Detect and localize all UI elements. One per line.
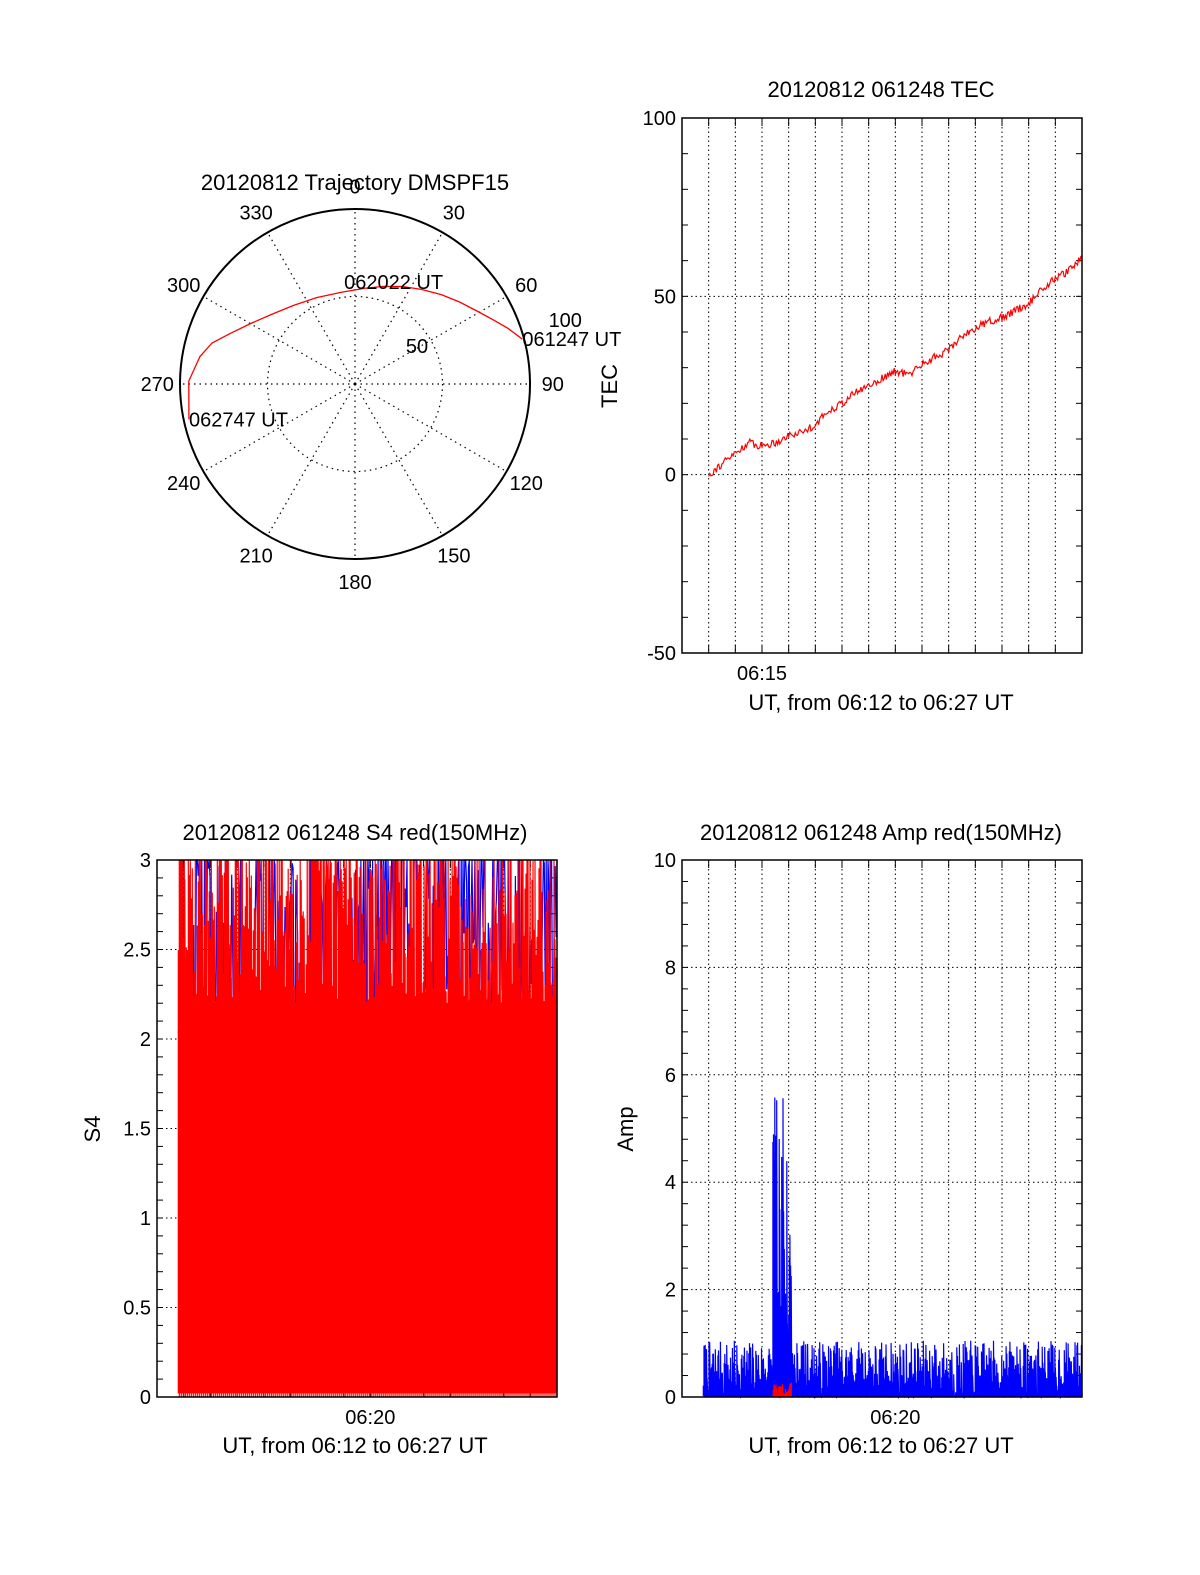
s4-ylabel: S4 [80, 1116, 105, 1143]
polar-angle-label: 150 [437, 545, 470, 567]
polar-grid [179, 208, 531, 560]
amp-title: 20120812 061248 Amp red(150MHz) [700, 820, 1062, 845]
tec-xlabel: UT, from 06:12 to 06:27 UT [748, 690, 1013, 715]
series-line [772, 1382, 792, 1399]
s4-title: 20120812 061248 S4 red(150MHz) [183, 820, 528, 845]
polar-outer-circle [179, 208, 531, 560]
y-tick-label: 6 [665, 1065, 676, 1087]
series-line [702, 1097, 1083, 1400]
y-tick-label: 0 [140, 1387, 151, 1409]
polar-angle-label: 60 [515, 275, 537, 297]
amp-xlabel: UT, from 06:12 to 06:27 UT [748, 1433, 1013, 1458]
polar-angle-label: 330 [239, 203, 272, 225]
y-tick-label: 0 [665, 465, 676, 487]
y-tick-label: -50 [647, 643, 676, 665]
trajectory-line [188, 285, 523, 420]
y-tick-label: 2 [665, 1280, 676, 1302]
y-tick-label: 3 [140, 850, 151, 872]
trajectory-track [188, 285, 523, 420]
polar-angle-label: 210 [239, 545, 272, 567]
tec-plot: 20120812 061248 TEC TEC UT, from 06:12 t… [597, 77, 1083, 715]
y-tick-label: 100 [643, 108, 676, 130]
polar-radial-circle [266, 295, 444, 473]
trajectory-annotation: 062747 UT [189, 409, 288, 431]
s4-axes: 0 0.5 1 1.5 2 2.5 3 06:20 [123, 850, 558, 1429]
polar-angle-label: 240 [167, 473, 200, 495]
polar-angle-labels: 0 30 60 90 120 150 180 210 240 270 300 330 50 100 [141, 176, 582, 594]
plot-frame [681, 117, 1083, 654]
y-tick-label: 2 [140, 1029, 151, 1051]
y-tick-label: 4 [665, 1172, 676, 1194]
polar-angle-label: 120 [510, 473, 543, 495]
tec-axes: -50 0 50 100 06:15 [643, 108, 1083, 685]
y-tick-label: 10 [654, 850, 676, 872]
x-tick-label: 06:20 [870, 1407, 920, 1429]
amp-plot: 20120812 061248 Amp red(150MHz) Amp UT, … [613, 820, 1083, 1458]
polar-angle-label: 180 [338, 572, 371, 594]
x-tick-label: 06:15 [737, 663, 787, 685]
amp-ylabel: Amp [613, 1106, 638, 1151]
y-tick-label: 2.5 [123, 940, 151, 962]
trajectory-annotation: 062022 UT [344, 272, 443, 294]
y-tick-label: 0 [665, 1387, 676, 1409]
polar-spoke [354, 383, 507, 473]
amp-axes: 0 2 4 6 8 10 06:20 [654, 850, 1083, 1429]
plot-frame [156, 859, 558, 1398]
polar-angle-label: 300 [167, 275, 200, 297]
y-tick-label: 50 [654, 286, 676, 308]
polar-spoke [354, 295, 507, 385]
trajectory-annotations: 061247 UT 062022 UT 062747 UT [189, 272, 621, 431]
polar-angle-label: 30 [443, 203, 465, 225]
polar-angle-label: 270 [141, 374, 174, 396]
trajectory-annotation: 061247 UT [522, 329, 621, 351]
x-tick-label: 06:20 [345, 1407, 395, 1429]
tec-title: 20120812 061248 TEC [767, 77, 994, 102]
polar-radial-label: 100 [549, 310, 582, 332]
polar-angle-label: 90 [542, 374, 564, 396]
trajectory-title: 20120812 Trajectory DMSPF15 [201, 170, 509, 195]
s4-plot: 20120812 061248 S4 red(150MHz) S4 UT, fr… [80, 820, 558, 1458]
y-tick-label: 8 [665, 957, 676, 979]
polar-spoke [354, 383, 444, 536]
plot-frame [681, 859, 1083, 1398]
polar-radial-label: 50 [406, 336, 428, 358]
polar-spoke [266, 232, 356, 385]
polar-spoke [266, 383, 356, 536]
polar-angle-label: 0 [349, 176, 360, 198]
y-tick-label: 0.5 [123, 1298, 151, 1320]
series-line [708, 255, 1083, 477]
tec-ylabel: TEC [597, 364, 622, 408]
s4-xlabel: UT, from 06:12 to 06:27 UT [222, 1433, 487, 1458]
trajectory-polar-plot: 20120812 Trajectory DMSPF15 0 30 60 90 120 15… [141, 170, 622, 594]
y-tick-label: 1 [140, 1208, 151, 1230]
series-line [177, 859, 558, 1398]
y-tick-label: 1.5 [123, 1119, 151, 1141]
